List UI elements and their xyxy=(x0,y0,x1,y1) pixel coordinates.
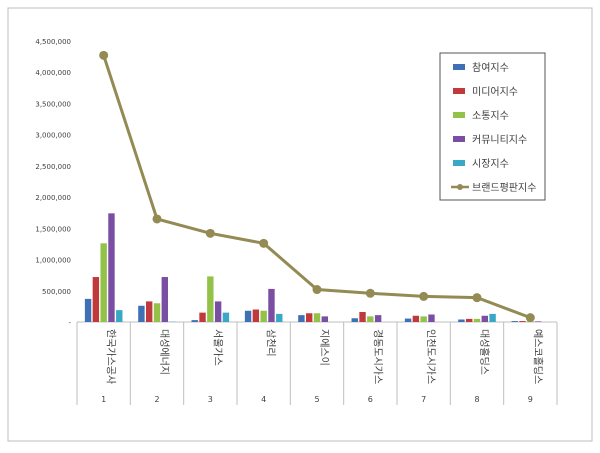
bar xyxy=(207,276,213,322)
line-point xyxy=(206,229,215,238)
bar xyxy=(367,316,373,322)
bar xyxy=(245,311,251,322)
bar xyxy=(482,316,488,322)
bar xyxy=(405,319,411,322)
bar xyxy=(298,315,304,322)
line-point xyxy=(473,293,482,302)
y-tick-label: 4,500,000 xyxy=(35,38,71,46)
line-point xyxy=(99,51,108,60)
line-point xyxy=(153,214,162,223)
x-category-number: 4 xyxy=(261,395,266,404)
line-point xyxy=(366,289,375,298)
bar xyxy=(420,316,426,322)
x-category-label: 대성에너지 xyxy=(158,329,170,375)
bar xyxy=(268,289,274,322)
legend-swatch xyxy=(453,112,465,118)
bar xyxy=(93,277,99,322)
bar xyxy=(314,313,320,322)
legend-swatch xyxy=(453,64,465,70)
y-tick-label: 500,000 xyxy=(42,288,71,296)
bar xyxy=(428,315,434,322)
bar xyxy=(215,301,221,322)
legend-swatch xyxy=(453,88,465,94)
y-tick-label: 1,500,000 xyxy=(35,225,71,233)
bar xyxy=(512,321,518,322)
bar xyxy=(154,303,160,322)
line-point xyxy=(419,292,428,301)
bar xyxy=(276,314,282,322)
x-category-label: 경동도시가스 xyxy=(371,329,384,384)
bar xyxy=(146,301,152,322)
bar xyxy=(352,318,358,322)
bar xyxy=(100,243,106,322)
y-tick-label: 3,000,000 xyxy=(35,132,71,140)
legend-label: 시장지수 xyxy=(472,158,509,170)
x-category-label: 대성홀딩스 xyxy=(478,329,491,375)
x-category-label: 인천도시가스 xyxy=(425,329,437,384)
bar xyxy=(489,314,495,322)
bar xyxy=(162,277,168,322)
x-category-number: 1 xyxy=(101,395,106,404)
y-tick-label: 1,000,000 xyxy=(35,257,71,265)
y-tick-label: 3,500,000 xyxy=(35,100,71,108)
bar xyxy=(535,321,541,322)
bar xyxy=(519,321,525,322)
legend-swatch-marker xyxy=(457,184,463,190)
legend-swatch xyxy=(453,136,465,142)
y-tick-label: 2,000,000 xyxy=(35,194,71,202)
x-category-label: 예스코홀딩스 xyxy=(531,329,544,384)
bar xyxy=(359,312,365,322)
bar xyxy=(458,320,464,322)
x-category-number: 5 xyxy=(314,395,319,404)
legend-label: 커뮤니티지수 xyxy=(472,134,527,146)
x-category-number: 2 xyxy=(154,395,159,404)
bar xyxy=(253,310,259,322)
bar xyxy=(413,316,419,322)
x-category-number: 8 xyxy=(474,395,479,404)
bar xyxy=(474,319,480,322)
x-category-label: 한국가스공사 xyxy=(105,329,117,384)
y-tick-label: 2,500,000 xyxy=(35,163,71,171)
x-category-number: 6 xyxy=(368,395,373,404)
x-category-label: 지에스이 xyxy=(318,329,330,366)
y-tick-label: 4,000,000 xyxy=(35,69,71,77)
bar xyxy=(138,306,144,322)
x-category-label: 삼천리 xyxy=(265,329,277,357)
legend-label: 소통지수 xyxy=(472,110,509,122)
x-category-label: 서울가스 xyxy=(211,329,223,366)
legend-label: 참여지수 xyxy=(472,62,509,74)
bar xyxy=(375,315,381,322)
x-category-number: 3 xyxy=(208,395,213,404)
legend-label: 브랜드평판지수 xyxy=(472,182,536,194)
bar xyxy=(85,299,91,322)
bar xyxy=(199,313,205,322)
legend-swatch xyxy=(453,160,465,166)
legend-label: 미디어지수 xyxy=(472,86,518,98)
bar xyxy=(466,319,472,322)
line-point xyxy=(259,239,268,248)
bar xyxy=(192,320,198,322)
x-category-number: 7 xyxy=(421,395,426,404)
bar xyxy=(260,311,266,322)
bar xyxy=(306,313,312,322)
bar xyxy=(223,313,229,322)
bar xyxy=(322,316,328,322)
bar xyxy=(108,213,114,322)
line-point xyxy=(526,313,535,322)
bar xyxy=(116,310,122,322)
x-category-number: 9 xyxy=(528,395,533,404)
line-point xyxy=(313,285,322,294)
legend-box xyxy=(440,53,545,200)
